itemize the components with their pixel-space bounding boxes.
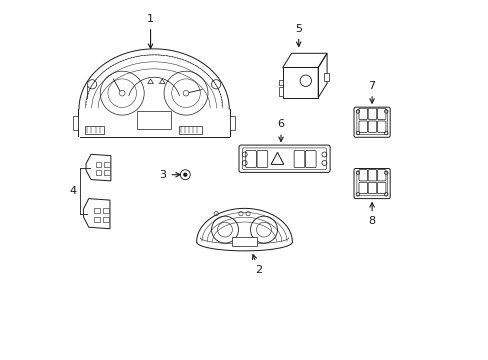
Bar [94, 217, 100, 222]
FancyBboxPatch shape [353, 168, 389, 199]
Text: 8: 8 [368, 203, 375, 226]
Bar [102, 217, 108, 222]
FancyBboxPatch shape [377, 182, 385, 194]
FancyBboxPatch shape [377, 170, 385, 181]
FancyBboxPatch shape [239, 145, 329, 172]
Bar [85, 126, 104, 134]
Bar [229, 116, 235, 130]
Circle shape [183, 90, 188, 96]
Bar [282, 67, 318, 98]
Text: 4: 4 [69, 186, 76, 195]
Bar [137, 111, 171, 129]
Circle shape [119, 90, 125, 96]
FancyBboxPatch shape [242, 148, 326, 170]
FancyBboxPatch shape [356, 110, 386, 134]
FancyBboxPatch shape [367, 170, 376, 181]
FancyBboxPatch shape [358, 108, 367, 120]
Bar [96, 162, 101, 167]
Bar [104, 162, 109, 167]
Text: 1: 1 [147, 14, 154, 48]
FancyBboxPatch shape [356, 171, 386, 196]
Bar [278, 87, 283, 96]
Circle shape [183, 173, 186, 176]
Bar [104, 170, 109, 175]
Bar [179, 126, 202, 134]
Bar [278, 80, 283, 85]
Text: 5: 5 [295, 24, 302, 46]
FancyBboxPatch shape [367, 121, 376, 132]
Bar [102, 208, 108, 213]
FancyBboxPatch shape [358, 170, 367, 181]
FancyBboxPatch shape [257, 150, 267, 168]
Text: 2: 2 [252, 255, 262, 275]
FancyBboxPatch shape [353, 107, 389, 137]
Bar [232, 237, 256, 246]
FancyBboxPatch shape [367, 108, 376, 120]
FancyBboxPatch shape [358, 182, 367, 194]
FancyBboxPatch shape [367, 182, 376, 194]
Text: 7: 7 [368, 81, 375, 103]
Bar [96, 170, 101, 175]
Bar [94, 208, 100, 213]
Text: 6: 6 [277, 120, 284, 141]
FancyBboxPatch shape [305, 150, 315, 168]
FancyBboxPatch shape [245, 150, 256, 168]
FancyBboxPatch shape [358, 121, 367, 132]
Bar [72, 116, 78, 130]
FancyBboxPatch shape [377, 121, 385, 132]
Bar [324, 73, 328, 81]
FancyBboxPatch shape [377, 108, 385, 120]
FancyBboxPatch shape [293, 150, 304, 168]
Text: 3: 3 [159, 170, 180, 180]
